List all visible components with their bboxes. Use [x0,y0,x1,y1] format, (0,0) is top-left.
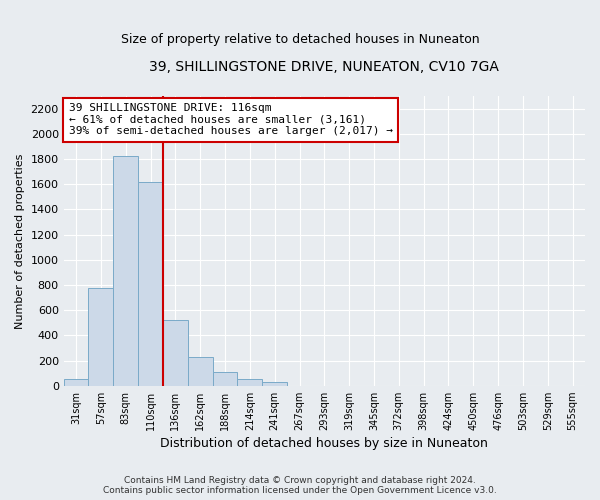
Bar [188,356,212,386]
Bar [238,379,262,386]
Text: Size of property relative to detached houses in Nuneaton: Size of property relative to detached ho… [121,32,479,46]
X-axis label: Distribution of detached houses by size in Nuneaton: Distribution of detached houses by size … [160,437,488,450]
Y-axis label: Number of detached properties: Number of detached properties [15,153,25,328]
Bar [163,320,188,386]
Bar [262,382,287,386]
Bar [113,156,138,386]
Text: Contains HM Land Registry data © Crown copyright and database right 2024.
Contai: Contains HM Land Registry data © Crown c… [103,476,497,495]
Text: 39 SHILLINGSTONE DRIVE: 116sqm
← 61% of detached houses are smaller (3,161)
39% : 39 SHILLINGSTONE DRIVE: 116sqm ← 61% of … [69,103,393,136]
Title: 39, SHILLINGSTONE DRIVE, NUNEATON, CV10 7GA: 39, SHILLINGSTONE DRIVE, NUNEATON, CV10 … [149,60,499,74]
Bar [138,182,163,386]
Bar [64,380,88,386]
Bar [212,372,238,386]
Bar [88,288,113,386]
